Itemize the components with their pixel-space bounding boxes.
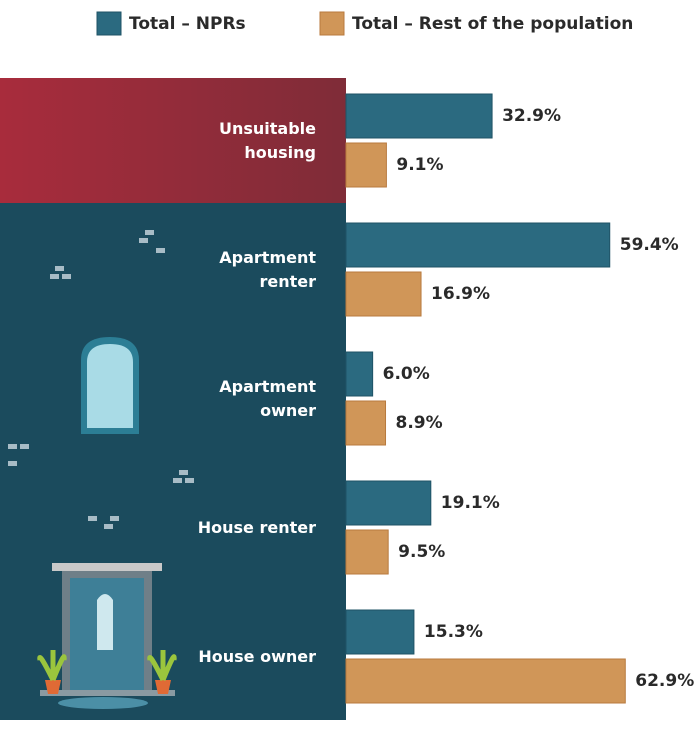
category-label: House renter: [186, 516, 316, 540]
value-label: 9.1%: [396, 155, 443, 175]
category-label: Apartment owner: [186, 375, 316, 423]
bar: [346, 143, 386, 187]
bar: [346, 659, 625, 703]
value-label: 59.4%: [620, 235, 679, 255]
bar: [346, 223, 610, 267]
category-label: Apartment renter: [186, 246, 316, 294]
value-label: 32.9%: [502, 106, 561, 126]
value-label: 6.0%: [383, 364, 430, 384]
legend-label: Total – NPRs: [129, 14, 246, 34]
value-label: 16.9%: [431, 284, 490, 304]
page: Total – NPRs Total – Rest of the populati…: [0, 0, 700, 734]
chart: Total – NPRs Total – Rest of the populati…: [0, 0, 700, 734]
legend-swatch: [320, 12, 344, 35]
value-label: 9.5%: [398, 542, 445, 562]
bar: [346, 481, 431, 525]
bar: [346, 352, 373, 396]
bar: [346, 272, 421, 316]
category-label: Unsuitable housing: [186, 117, 316, 165]
value-label: 62.9%: [635, 671, 694, 691]
legend-swatch: [97, 12, 121, 35]
bar: [346, 401, 386, 445]
bar: [346, 610, 414, 654]
value-label: 15.3%: [424, 622, 483, 642]
window: [81, 337, 139, 434]
bar: [346, 94, 492, 138]
legend-label: Total – Rest of the population: [352, 14, 633, 34]
value-label: 8.9%: [396, 413, 443, 433]
bar: [346, 530, 388, 574]
value-label: 19.1%: [441, 493, 500, 513]
category-label: House owner: [186, 645, 316, 669]
